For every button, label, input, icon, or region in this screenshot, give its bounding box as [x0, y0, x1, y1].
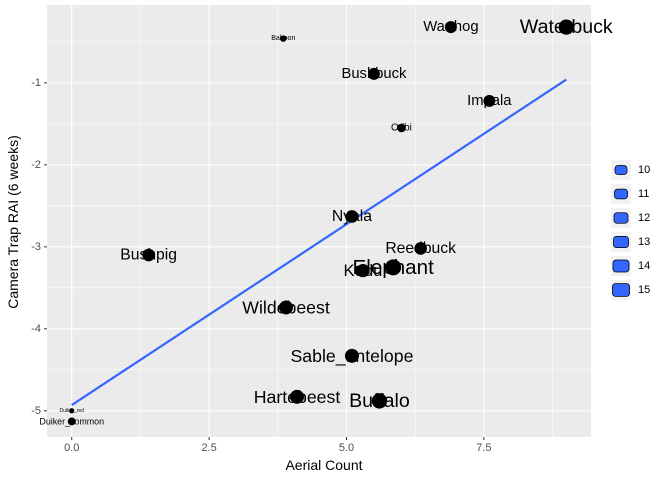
data-point — [279, 300, 294, 315]
point-label: Bushbuck — [341, 66, 407, 82]
legend-label: 13 — [638, 236, 650, 248]
legend-label: 14 — [638, 260, 650, 272]
x-axis-title: Aerial Count — [285, 457, 362, 473]
legend-key — [613, 235, 629, 249]
data-point — [371, 393, 388, 409]
y-tick-label: -5 — [31, 405, 41, 417]
point-label: Duiker_common — [39, 416, 104, 426]
x-axis: 0.0 2.5 5.0 7.5 — [64, 437, 491, 454]
data-point — [67, 417, 76, 426]
y-tick-label: -4 — [31, 323, 41, 335]
legend-key — [612, 259, 630, 273]
point-label: Kudu — [343, 261, 382, 280]
data-point — [558, 19, 574, 35]
point-label: Bushpig — [120, 247, 177, 264]
data-point — [280, 35, 287, 42]
y-axis: -1 -2 -3 -4 -5 — [31, 77, 47, 417]
point-label: Oribi — [391, 122, 412, 133]
size-legend: 10 11 12 13 14 15 — [611, 160, 650, 300]
point-label: Duiker_red — [59, 408, 84, 414]
point-label: Baboon — [271, 35, 295, 42]
y-tick-label: -2 — [31, 159, 41, 171]
legend-key — [614, 165, 628, 175]
point-label: Elephant — [353, 256, 435, 279]
y-tick-label: -3 — [31, 241, 41, 253]
legend-key — [612, 283, 630, 297]
point-label: Sable_antelope — [290, 346, 413, 367]
data-point — [483, 94, 496, 107]
data-point — [414, 242, 427, 255]
data-point — [344, 348, 359, 363]
data-point — [69, 408, 75, 414]
point-label: Hartebeest — [254, 387, 341, 407]
data-point — [356, 263, 370, 278]
x-tick-label: 2.5 — [201, 442, 216, 454]
legend-label: 12 — [638, 212, 650, 224]
x-tick-label: 5.0 — [339, 442, 354, 454]
point-label: Buffalo — [349, 390, 410, 412]
point-label: Reedbuck — [385, 240, 456, 257]
point-label: Wildebeest — [242, 297, 330, 317]
data-point — [397, 123, 406, 133]
data-point — [444, 21, 457, 34]
regression-line — [71, 78, 567, 406]
data-point — [142, 248, 155, 262]
legend-key — [614, 188, 628, 200]
point-label: Waterbuck — [520, 16, 613, 38]
data-point — [345, 210, 359, 223]
legend-key — [613, 212, 629, 224]
legend-label: 15 — [638, 284, 650, 296]
legend-label: 11 — [638, 188, 649, 200]
point-label: Nyala — [332, 208, 372, 225]
data-point — [367, 67, 380, 80]
y-axis-title: Camera Trap RAI (6 weeks) — [5, 135, 21, 309]
legend-label: 10 — [638, 164, 650, 176]
point-label: Impala — [467, 93, 512, 109]
plot-panel: Waterbuck Warthog Baboon Bushbuck Impala Orib… — [39, 5, 613, 437]
data-point — [290, 389, 305, 404]
panel-background — [47, 5, 591, 437]
x-tick-label: 7.5 — [476, 442, 491, 454]
point-label: Warthog — [423, 19, 478, 35]
y-tick-label: -1 — [31, 77, 41, 89]
data-point — [385, 259, 402, 276]
x-tick-label: 0.0 — [64, 442, 79, 454]
